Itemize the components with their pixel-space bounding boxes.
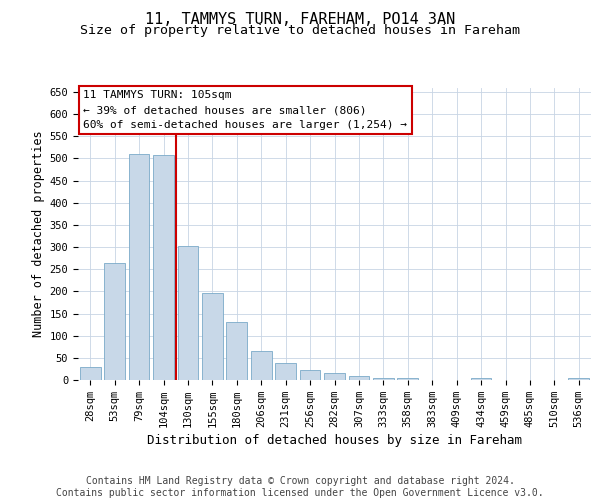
Bar <box>299 370 320 380</box>
Bar <box>397 378 418 380</box>
Bar <box>104 264 125 380</box>
Bar <box>470 378 491 380</box>
Text: 11, TAMMYS TURN, FAREHAM, PO14 3AN: 11, TAMMYS TURN, FAREHAM, PO14 3AN <box>145 12 455 28</box>
Text: Size of property relative to detached houses in Fareham: Size of property relative to detached ho… <box>80 24 520 37</box>
Bar <box>349 376 370 380</box>
Bar <box>128 154 149 380</box>
Text: Contains HM Land Registry data © Crown copyright and database right 2024.
Contai: Contains HM Land Registry data © Crown c… <box>56 476 544 498</box>
X-axis label: Distribution of detached houses by size in Fareham: Distribution of detached houses by size … <box>147 434 522 447</box>
Bar <box>251 351 272 380</box>
Bar <box>324 374 345 380</box>
Text: 11 TAMMYS TURN: 105sqm
← 39% of detached houses are smaller (806)
60% of semi-de: 11 TAMMYS TURN: 105sqm ← 39% of detached… <box>83 90 407 130</box>
Bar <box>568 378 589 380</box>
Bar <box>80 366 101 380</box>
Bar <box>226 322 247 380</box>
Bar <box>178 246 199 380</box>
Bar <box>202 292 223 380</box>
Bar <box>275 363 296 380</box>
Bar <box>373 378 394 380</box>
Y-axis label: Number of detached properties: Number of detached properties <box>32 130 46 337</box>
Bar <box>153 156 174 380</box>
